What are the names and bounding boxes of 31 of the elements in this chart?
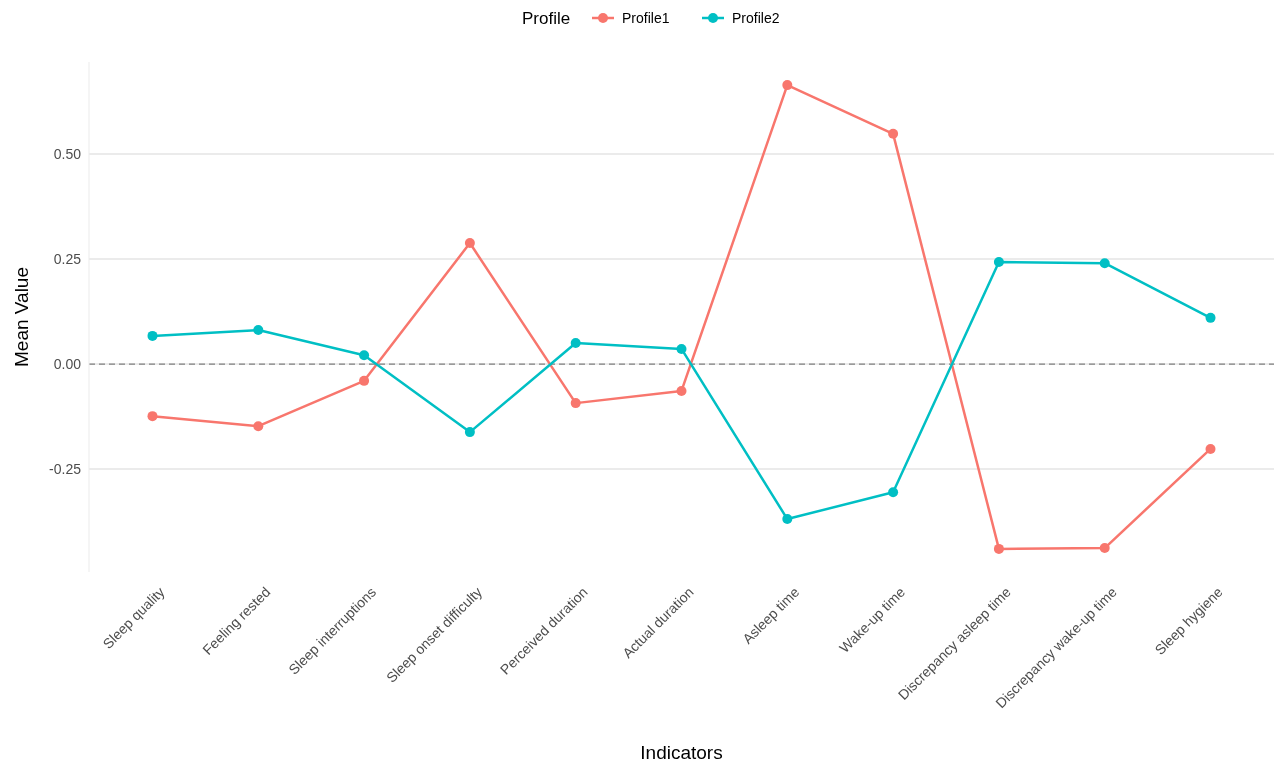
legend-label: Profile2 <box>732 10 780 26</box>
point <box>1205 312 1216 323</box>
point <box>253 325 264 336</box>
point <box>464 238 475 249</box>
point <box>888 128 899 139</box>
legend-label: Profile1 <box>622 10 670 26</box>
y-tick-label: 0.25 <box>53 250 82 267</box>
point <box>676 343 687 354</box>
point <box>147 411 158 422</box>
point <box>888 487 899 498</box>
point <box>464 427 475 438</box>
point <box>782 514 793 525</box>
point <box>1099 258 1110 269</box>
point <box>1099 543 1110 554</box>
legend-title: Profile <box>522 9 571 28</box>
point <box>676 385 687 396</box>
point <box>993 543 1004 554</box>
y-tick-label: 0.50 <box>53 145 82 162</box>
y-axis-title: Mean Value <box>11 267 32 367</box>
point <box>359 375 370 386</box>
point <box>147 330 158 341</box>
point <box>993 256 1004 267</box>
point <box>1205 443 1216 454</box>
point <box>782 80 793 91</box>
y-tick-label: 0.00 <box>53 355 82 372</box>
x-axis-title: Indicators <box>640 742 723 763</box>
point <box>570 398 581 409</box>
point <box>570 338 581 349</box>
point <box>359 350 370 361</box>
y-tick-label: -0.25 <box>49 460 82 477</box>
point <box>253 421 264 432</box>
